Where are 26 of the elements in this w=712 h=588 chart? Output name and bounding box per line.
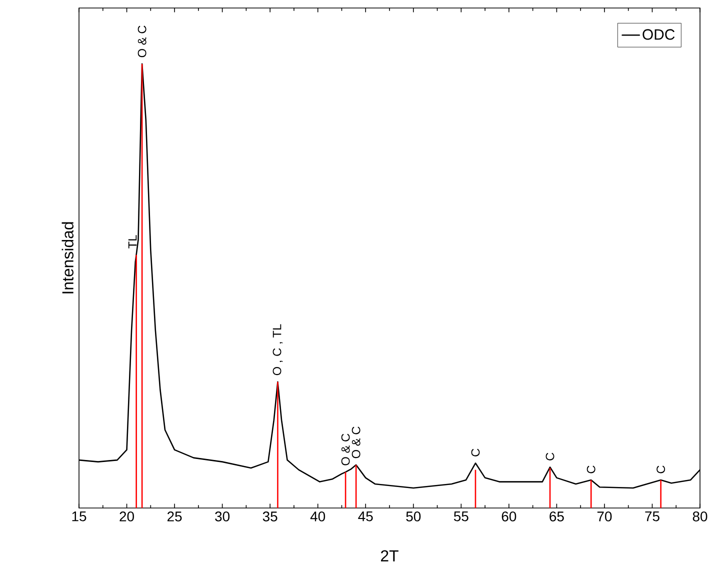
x-axis-title: 2T bbox=[380, 550, 398, 562]
annotation: O & C bbox=[341, 434, 350, 466]
annotation: O & C bbox=[138, 26, 146, 58]
annotation: O , C , TL bbox=[272, 324, 283, 376]
legend-label: ODC bbox=[642, 29, 675, 40]
y-axis-title: Intensidad bbox=[62, 222, 74, 294]
x-tick-label: 20 bbox=[120, 512, 134, 522]
annotation: C bbox=[586, 466, 596, 474]
annotation: TL bbox=[128, 235, 137, 248]
x-tick-label: 55 bbox=[454, 512, 468, 522]
x-tick-label: 60 bbox=[502, 512, 516, 522]
annotation: C bbox=[471, 448, 480, 456]
x-tick-label: 80 bbox=[692, 512, 708, 522]
x-tick-label: 45 bbox=[358, 512, 373, 522]
x-tick-label: 50 bbox=[406, 512, 421, 522]
annotation: O & C bbox=[352, 426, 360, 458]
x-tick-label: 40 bbox=[310, 512, 326, 522]
x-tick-label: 70 bbox=[597, 512, 612, 522]
x-tick-label: 15 bbox=[72, 512, 86, 522]
annotation: C bbox=[546, 452, 554, 460]
x-tick-label: 30 bbox=[215, 512, 230, 522]
x-tick-label: 25 bbox=[167, 512, 182, 522]
x-tick-label: 65 bbox=[550, 512, 564, 522]
x-tick-label: 35 bbox=[262, 512, 278, 522]
annotation: C bbox=[656, 466, 666, 474]
x-tick-label: 75 bbox=[645, 512, 660, 522]
